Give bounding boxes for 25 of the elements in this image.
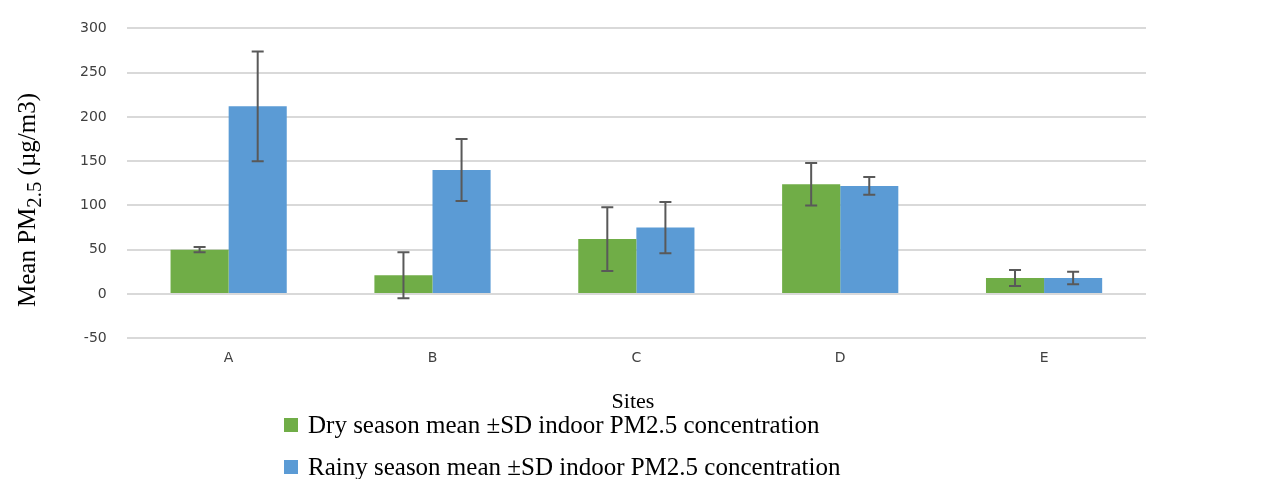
y-tick-label: 100 (79, 196, 107, 213)
bar (170, 249, 229, 293)
x-tick-label: D (834, 349, 846, 366)
x-tick-label: B (427, 349, 438, 366)
y-tick-label: 0 (97, 284, 107, 301)
x-axis-title: Sites (610, 388, 656, 414)
x-tick-label: C (631, 349, 642, 366)
bar (228, 106, 287, 293)
bar (636, 227, 695, 293)
legend-label: Dry season mean ±SD indoor PM2.5 concentration (308, 411, 820, 439)
y-tick-label: 200 (79, 107, 107, 124)
bar (1044, 278, 1103, 293)
bar (985, 278, 1045, 293)
bar (782, 184, 841, 293)
x-tick-label: A (223, 349, 234, 366)
bar (578, 239, 637, 293)
y-tick-label: -50 (83, 328, 107, 345)
y-tick-label: 300 (79, 19, 107, 36)
bar (840, 185, 899, 293)
bar (374, 275, 433, 293)
y-tick-label: 50 (88, 240, 107, 257)
y-tick-label: 150 (79, 151, 107, 168)
bar (432, 170, 491, 293)
y-tick-label: 250 (79, 63, 107, 80)
x-tick-label: E (1039, 349, 1049, 366)
